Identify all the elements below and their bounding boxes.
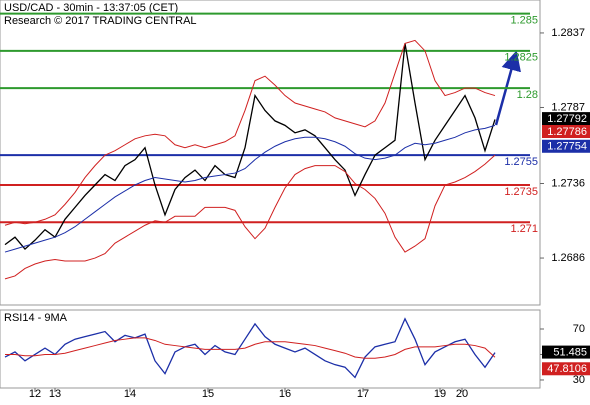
target-arrow <box>494 50 521 126</box>
rsi-title: RSI14 - 9MA <box>4 312 68 324</box>
price-tag <box>542 362 590 376</box>
x-tick-label: 19 <box>434 388 446 400</box>
series-line <box>4 39 496 226</box>
y-tick-label: 1.2686 <box>551 252 585 264</box>
x-tick-label: 14 <box>124 388 136 400</box>
level-label: 1.28 <box>517 89 538 101</box>
price-tag-label: 1.27754 <box>547 141 587 153</box>
x-tick-label: 17 <box>357 388 369 400</box>
y-tick-label: 70 <box>573 323 585 335</box>
price-tag-label: 1.27786 <box>547 126 587 138</box>
series-line <box>4 317 496 379</box>
level-label: 1.285 <box>510 14 538 26</box>
chart-subtitle: Research © 2017 TRADING CENTRAL <box>4 15 197 27</box>
price-tag <box>542 139 590 153</box>
price-tag-label: 1.27792 <box>547 113 587 125</box>
series-line <box>4 124 496 253</box>
level-label: 1.2755 <box>504 156 538 168</box>
x-tick-label: 16 <box>279 388 291 400</box>
y-tick-label: 1.2736 <box>551 177 585 189</box>
price-tag-label: 51.485 <box>553 346 587 358</box>
rsi-panel <box>0 309 541 389</box>
x-tick-label: 15 <box>202 388 214 400</box>
series-line <box>4 43 496 251</box>
level-label: 1.2825 <box>504 52 538 64</box>
price-tag <box>542 345 590 359</box>
x-tick-label: 20 <box>456 388 468 400</box>
x-tick-label: 12 <box>29 388 41 400</box>
price-tag <box>542 125 590 139</box>
price-panel <box>0 0 541 306</box>
y-tick-label: 1.2837 <box>551 27 585 39</box>
series-line <box>5 337 496 359</box>
series-line <box>4 154 496 280</box>
price-tag <box>542 112 590 126</box>
y-tick-label: 1.2787 <box>551 101 585 113</box>
level-label: 1.2735 <box>504 186 538 198</box>
price-tag-label: 47.8106 <box>547 363 587 375</box>
chart-title: USD/CAD - 30min - 13:37:05 (CET) <box>4 2 178 14</box>
level-label: 1.271 <box>510 223 538 235</box>
x-tick-label: 13 <box>49 388 61 400</box>
y-tick-label: 30 <box>573 374 585 386</box>
